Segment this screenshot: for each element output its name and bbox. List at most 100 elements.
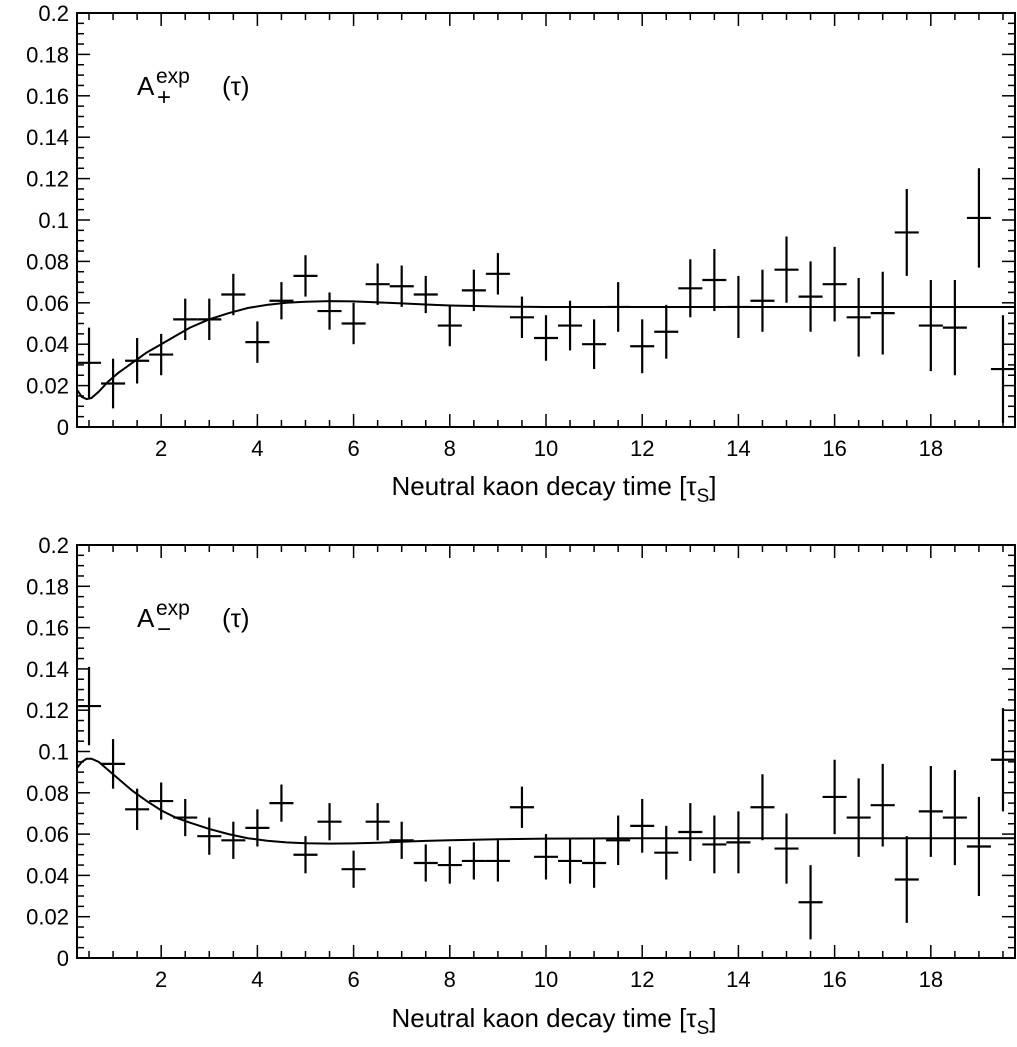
data-point: [654, 825, 679, 880]
data-point: [221, 273, 246, 316]
data-point: [942, 770, 967, 866]
x-axis-title: Neutral kaon decay time [τS]: [391, 471, 716, 507]
x-tick-label: 2: [155, 436, 167, 461]
data-point: [365, 803, 390, 841]
y-axis-ticks: [77, 544, 1015, 959]
data-point: [125, 337, 150, 384]
data-point: [389, 265, 414, 307]
data-point: [750, 269, 775, 332]
series-label-superscript: exp: [156, 597, 190, 620]
y-tick-label: 0.08: [26, 781, 69, 806]
series-label-argument: (τ): [222, 71, 250, 101]
x-axis-ticks: [88, 545, 1004, 958]
data-point: [269, 784, 294, 822]
y-tick-label: 0: [57, 415, 69, 440]
x-tick-label: 10: [534, 967, 558, 992]
x-tick-label: 14: [726, 436, 750, 461]
data-point: [966, 796, 991, 897]
data-point: [678, 803, 703, 861]
data-point: [509, 296, 534, 338]
data-point: [990, 708, 1015, 812]
y-tick-label: 0.12: [26, 698, 69, 723]
data-point: [413, 844, 438, 882]
x-axis-title-subscript: S: [697, 1018, 710, 1039]
x-tick-label: 6: [347, 967, 359, 992]
data-point: [822, 246, 847, 322]
bottom-panel: 2 4 6 8 10 12 14 16 18 0 0.02 0.04 0.06 0.08 0.1 0.12 0.…: [26, 533, 1016, 1039]
x-tick-label: 8: [444, 436, 456, 461]
data-point: [678, 259, 703, 318]
y-tick-label: 0.18: [26, 42, 69, 67]
y-tick-label: 0.18: [26, 574, 69, 599]
y-axis-ticks: [77, 12, 1015, 428]
data-point: [533, 834, 559, 880]
data-point: [509, 786, 534, 828]
x-tick-label: 12: [630, 967, 654, 992]
x-tick-label: 10: [534, 436, 558, 461]
series-label-argument: (τ): [222, 603, 250, 633]
x-tick-label: 16: [822, 967, 846, 992]
fit-curve: [77, 757, 1015, 845]
data-point: [846, 277, 871, 357]
series-label-superscript: exp: [156, 65, 190, 88]
data-point: [269, 282, 294, 320]
y-tick-label: 0.1: [38, 208, 69, 233]
y-tick-label: 0: [57, 946, 69, 971]
data-point: [726, 275, 751, 338]
series-label-base: A: [137, 603, 155, 633]
x-tick-label: 4: [251, 436, 263, 461]
x-axis-title-text: Neutral kaon decay time [τ: [391, 471, 697, 501]
data-point: [750, 774, 775, 841]
x-tick-label: 8: [444, 967, 456, 992]
data-point: [726, 811, 751, 874]
data-point: [606, 282, 631, 332]
top-panel: 2 4 6 8 10 12 14 16 18 0 0.02 0.04 0.06 0.08 0.1 0.12 0.…: [26, 1, 1016, 507]
x-axis-title: Neutral kaon decay time [τS]: [391, 1003, 716, 1039]
fit-curve: [77, 300, 1015, 401]
y-tick-label: 0.08: [26, 249, 69, 274]
y-tick-label: 0.2: [38, 533, 69, 558]
data-point: [558, 300, 583, 351]
data-point: [77, 327, 102, 399]
data-point: [990, 315, 1015, 423]
data-point: [582, 319, 607, 370]
x-axis-title-subscript: S: [697, 486, 710, 507]
y-tick-label: 0.02: [26, 374, 69, 399]
data-point: [485, 253, 510, 295]
data-point: [125, 788, 150, 830]
x-tick-label: 6: [347, 436, 359, 461]
data-points: [77, 666, 1015, 940]
data-point: [437, 846, 462, 884]
data-point: [101, 739, 126, 789]
x-tick-label: 16: [822, 436, 846, 461]
data-point: [533, 315, 559, 361]
y-tick-label: 0.06: [26, 291, 69, 316]
data-point: [774, 813, 799, 884]
y-tick-label: 0.06: [26, 822, 69, 847]
x-tick-label: 18: [919, 967, 943, 992]
y-tick-label: 0.1: [38, 740, 69, 765]
data-point: [485, 840, 510, 882]
series-label-base: A: [137, 71, 155, 101]
data-point: [197, 298, 222, 341]
x-tick-label: 18: [919, 436, 943, 461]
x-axis-title-close: ]: [709, 471, 716, 501]
data-point: [582, 838, 607, 888]
data-point: [389, 821, 414, 859]
data-point: [702, 815, 727, 874]
data-point: [365, 263, 390, 305]
data-point: [558, 838, 583, 884]
y-tick-label: 0.16: [26, 616, 69, 641]
y-tick-label: 0.04: [26, 332, 69, 357]
data-point: [173, 798, 198, 837]
x-tick-label: 4: [251, 967, 263, 992]
data-point: [630, 798, 655, 853]
data-point: [894, 836, 919, 923]
data-point: [221, 821, 246, 859]
x-axis-ticks: [88, 13, 1004, 427]
data-point: [606, 815, 631, 866]
data-point: [293, 255, 318, 297]
data-point: [101, 358, 126, 409]
y-tick-label: 0.14: [26, 125, 69, 150]
